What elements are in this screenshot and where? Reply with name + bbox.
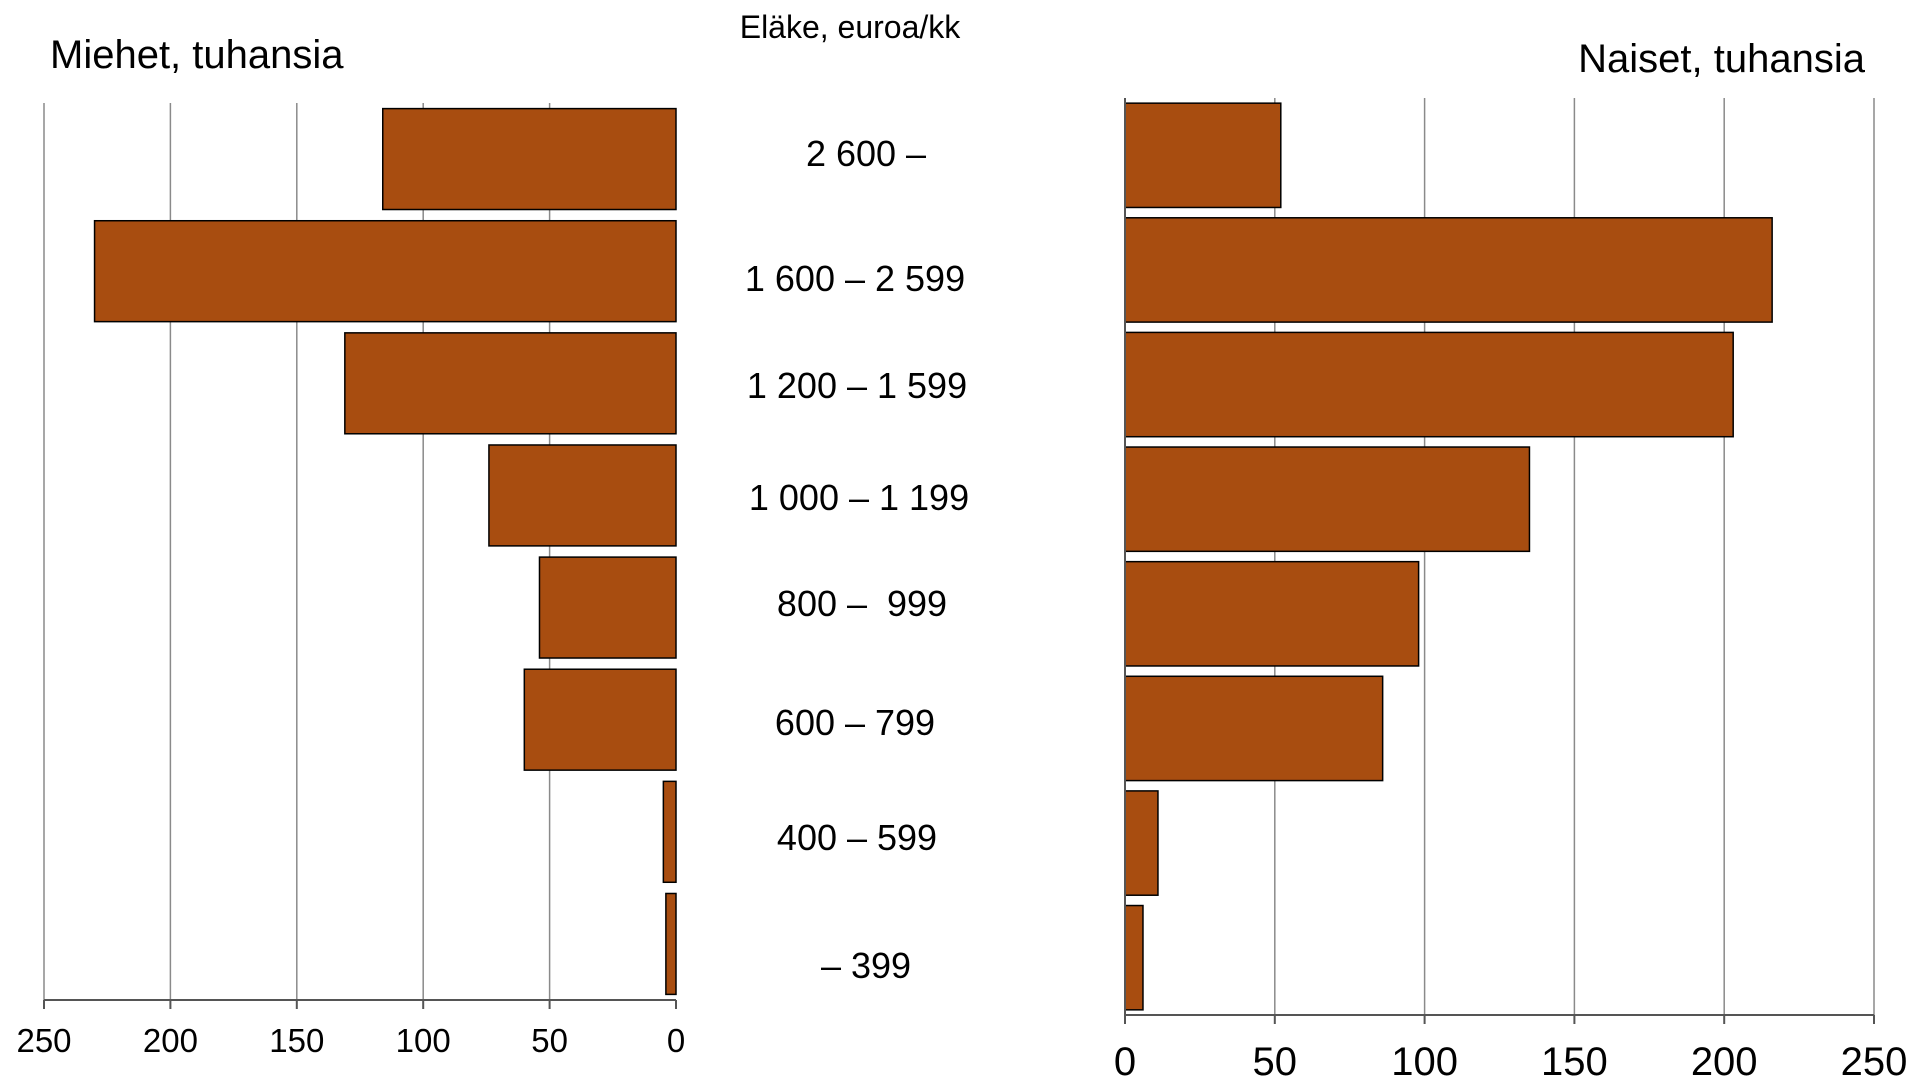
- women-tick-label: 100: [1391, 1040, 1458, 1080]
- men-bar: [523, 668, 677, 771]
- men-bars: [93, 107, 677, 996]
- women-bar: [1124, 675, 1384, 782]
- women-panel-title: Naiset, tuhansia: [1578, 37, 1866, 81]
- women-bars: [1124, 102, 1773, 1011]
- women-bar: [1124, 446, 1531, 553]
- women-bar: [1124, 904, 1144, 1011]
- women-tick-label: 250: [1841, 1040, 1908, 1080]
- men-tick-label: 200: [143, 1022, 198, 1059]
- category-label: 2 600 –: [806, 133, 926, 174]
- women-bar: [1124, 790, 1159, 896]
- men-bar: [538, 556, 677, 659]
- women-bar: [1124, 560, 1420, 667]
- category-label: 400 – 599: [777, 817, 937, 858]
- men-tick-label: 250: [16, 1022, 71, 1059]
- category-label: 600 – 799: [775, 702, 935, 743]
- men-bar: [93, 219, 677, 323]
- category-label: – 399: [821, 945, 911, 986]
- category-label: 1 600 – 2 599: [745, 258, 965, 299]
- women-bar: [1124, 331, 1734, 438]
- axes: [43, 98, 1875, 1024]
- women-tick-label: 200: [1691, 1040, 1758, 1080]
- men-bar: [488, 444, 677, 547]
- women-tick-label: 0: [1114, 1040, 1136, 1080]
- men-tick-label: 100: [396, 1022, 451, 1059]
- men-tick-labels: 250 200 150 100 50 0: [16, 1022, 685, 1059]
- category-label: 1 000 – 1 199: [749, 477, 969, 518]
- women-bar: [1124, 102, 1282, 209]
- men-bar: [382, 107, 677, 211]
- men-panel-title: Miehet, tuhansia: [50, 33, 344, 77]
- men-tick-label: 0: [667, 1022, 685, 1059]
- category-label: 1 200 – 1 599: [747, 365, 967, 406]
- category-label: 800 – 999: [777, 583, 947, 624]
- men-bar: [344, 332, 677, 435]
- women-tick-label: 50: [1253, 1040, 1298, 1080]
- men-tick-label: 150: [269, 1022, 324, 1059]
- men-bar: [662, 780, 677, 884]
- men-bar: [665, 892, 677, 996]
- women-tick-label: 150: [1541, 1040, 1608, 1080]
- women-bar: [1124, 217, 1773, 323]
- men-tick-label: 50: [531, 1022, 568, 1059]
- category-labels: 2 600 – 1 600 – 2 599 1 200 – 1 599 1 000 –…: [745, 133, 969, 986]
- women-tick-labels: 0 50 100 150 200 250: [1114, 1040, 1908, 1080]
- center-axis-title: Eläke, euroa/kk: [740, 9, 962, 45]
